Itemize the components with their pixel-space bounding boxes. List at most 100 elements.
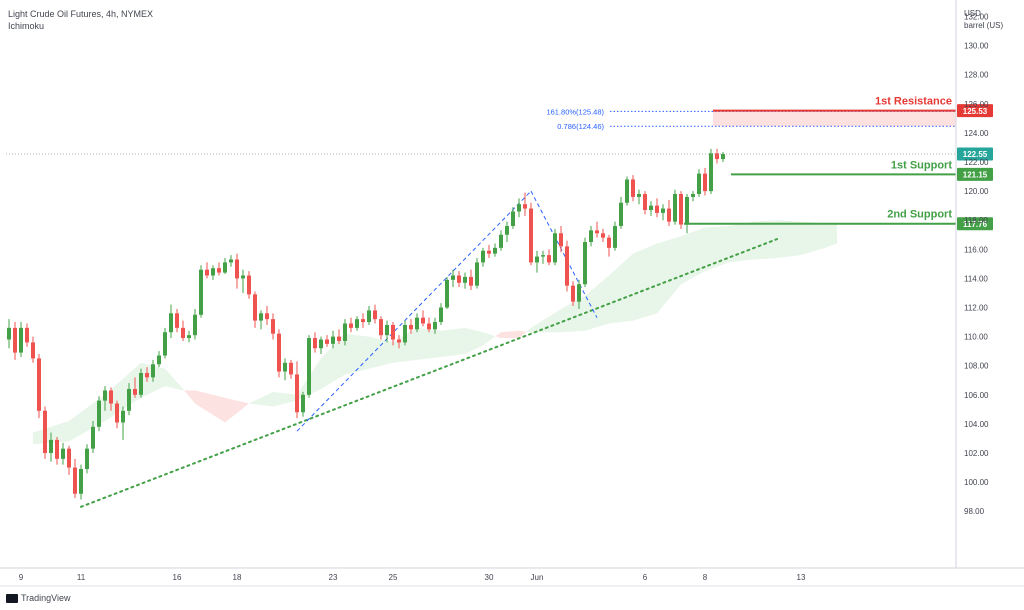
cloud-bull-segment bbox=[273, 391, 297, 407]
candle-body bbox=[397, 339, 401, 343]
candle-body bbox=[109, 390, 113, 404]
x-tick-label: 9 bbox=[19, 573, 24, 582]
candle-body bbox=[673, 194, 677, 222]
candle-body bbox=[691, 194, 695, 197]
candle-body bbox=[601, 233, 605, 238]
candle-body bbox=[625, 179, 629, 203]
cloud-bull-segment bbox=[526, 327, 531, 333]
candle-body bbox=[259, 313, 263, 321]
candle-body bbox=[415, 317, 419, 330]
candle-body bbox=[583, 242, 587, 285]
cloud-bull-segment bbox=[681, 227, 705, 285]
candle-body bbox=[277, 333, 281, 372]
candle-body bbox=[709, 153, 713, 192]
cloud-bull-segment bbox=[369, 336, 393, 369]
candle-body bbox=[445, 279, 449, 308]
y-tick-label: 100.00 bbox=[964, 478, 989, 487]
candle-body bbox=[127, 388, 131, 411]
x-tick-label: 11 bbox=[77, 573, 86, 582]
candle-body bbox=[547, 255, 551, 263]
candle-body bbox=[271, 319, 275, 334]
cloud-bull-segment bbox=[801, 221, 825, 256]
price-tag-label: 125.53 bbox=[963, 107, 988, 116]
candle-body bbox=[43, 410, 47, 453]
cloud-bull-segment bbox=[165, 368, 183, 391]
candle-body bbox=[433, 322, 437, 330]
candle-body bbox=[631, 179, 635, 197]
candle-body bbox=[523, 204, 527, 209]
candle-body bbox=[577, 284, 581, 302]
y-tick-label: 102.00 bbox=[964, 449, 989, 458]
cloud-bull-segment bbox=[345, 333, 369, 375]
y-tick-label: 126.00 bbox=[964, 100, 989, 109]
cloud-bull-segment bbox=[825, 223, 837, 248]
x-tick-label: 8 bbox=[703, 573, 708, 582]
candle-body bbox=[595, 230, 599, 234]
candle-body bbox=[37, 358, 41, 411]
candle-body bbox=[463, 276, 467, 283]
y-tick-label: 108.00 bbox=[964, 362, 989, 371]
price-tag bbox=[957, 147, 993, 161]
candle-body bbox=[517, 204, 521, 212]
cloud-bull-segment bbox=[657, 236, 681, 314]
candle-body bbox=[157, 355, 161, 365]
candle-body bbox=[613, 226, 617, 248]
candle-body bbox=[55, 439, 59, 459]
y-tick-label: 116.00 bbox=[964, 245, 988, 254]
cloud-bull-segment bbox=[465, 327, 483, 355]
candle-body bbox=[661, 208, 665, 213]
candle-body bbox=[403, 324, 407, 343]
candle-body bbox=[331, 336, 335, 344]
brand-label: TradingView bbox=[21, 593, 71, 603]
level-name-label: 2nd Support bbox=[887, 209, 952, 221]
candle-body bbox=[283, 362, 287, 372]
cloud-bull-segment bbox=[441, 327, 465, 357]
y-tick-label: 106.00 bbox=[964, 391, 989, 400]
candle-body bbox=[367, 310, 371, 323]
tradingview-brand: TradingView bbox=[6, 593, 71, 603]
cloud-bull-segment bbox=[729, 221, 753, 263]
candle-body bbox=[31, 342, 35, 359]
x-tick-label: 18 bbox=[233, 573, 242, 582]
candles bbox=[7, 148, 725, 500]
y-tick-label: 128.00 bbox=[964, 71, 989, 80]
candle-body bbox=[715, 153, 719, 160]
candle-body bbox=[295, 374, 299, 413]
y-tick-label: 130.00 bbox=[964, 42, 989, 51]
candle-body bbox=[637, 194, 641, 197]
candle-body bbox=[589, 230, 593, 243]
candle-body bbox=[307, 338, 311, 395]
price-tag bbox=[957, 104, 993, 118]
candle-body bbox=[139, 372, 143, 395]
y-tick-label: 120.00 bbox=[964, 187, 989, 196]
tradingview-logo-icon bbox=[6, 593, 18, 603]
candle-body bbox=[571, 285, 575, 302]
cloud-bull-segment bbox=[393, 327, 417, 363]
candle-body bbox=[289, 362, 293, 375]
candle-body bbox=[61, 448, 65, 459]
candle-body bbox=[409, 324, 413, 330]
candle-body bbox=[499, 234, 503, 248]
y-tick-label: 98.00 bbox=[964, 507, 985, 516]
cloud-bear-segment bbox=[225, 397, 249, 423]
candle-body bbox=[475, 262, 479, 286]
candle-body bbox=[391, 324, 395, 340]
candle-body bbox=[343, 323, 347, 341]
candle-body bbox=[115, 403, 119, 423]
y-tick-label: 124.00 bbox=[964, 129, 989, 138]
candle-body bbox=[181, 327, 185, 339]
candle-body bbox=[169, 313, 173, 333]
candle-body bbox=[565, 246, 569, 286]
price-axis: USD barrel (US) 98.00 100.00 102.00 104.00 1… bbox=[964, 9, 1003, 516]
y-tick-label: 104.00 bbox=[964, 420, 989, 429]
x-tick-label: 23 bbox=[329, 573, 338, 582]
candle-body bbox=[451, 275, 455, 280]
symbol-title: Light Crude Oil Futures, 4h, NYMEX bbox=[8, 9, 154, 19]
cloud-bear-segment bbox=[184, 390, 195, 404]
candle-body bbox=[559, 233, 563, 247]
candle-body bbox=[205, 269, 209, 276]
candle-body bbox=[655, 205, 659, 213]
candle-body bbox=[439, 307, 443, 323]
x-tick-label: 16 bbox=[173, 573, 182, 582]
